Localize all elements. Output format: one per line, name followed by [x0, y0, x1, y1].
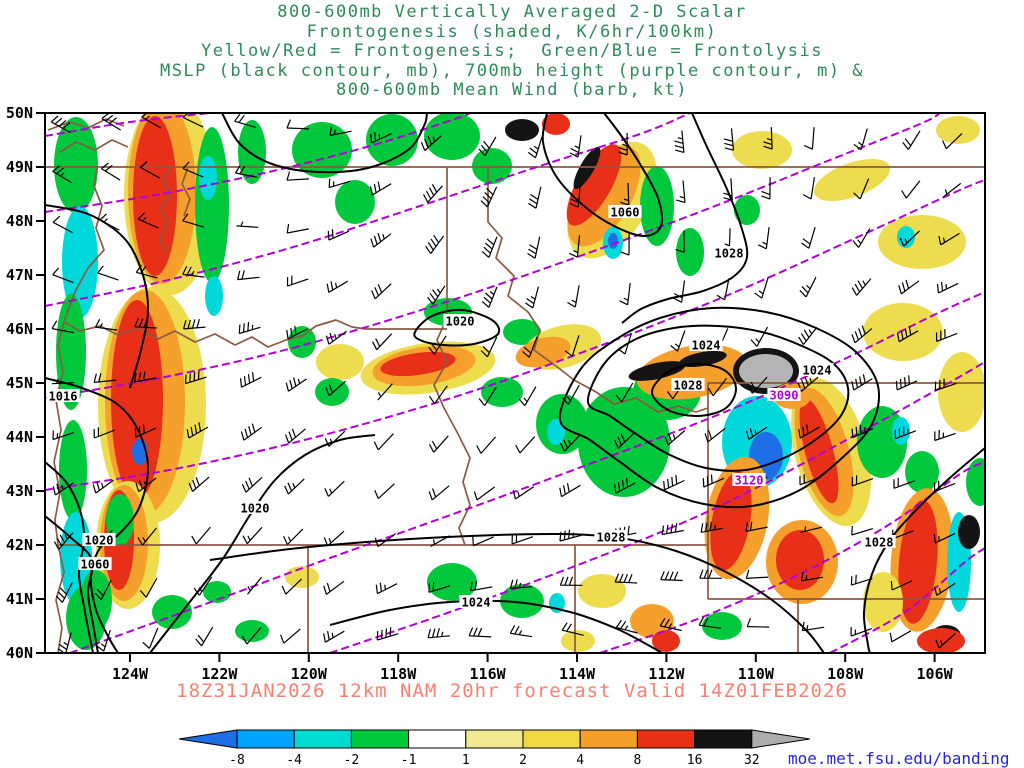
lat-tick-label: 43N: [6, 482, 33, 500]
contour-label: 1024: [803, 364, 832, 378]
lat-tick-label: 44N: [6, 428, 33, 446]
colorbar-tick-label: -1: [401, 753, 417, 768]
contour-label: 1028: [865, 536, 894, 550]
lon-tick-label: 118W: [380, 665, 417, 683]
lon-tick-label: 124W: [112, 665, 149, 683]
colorbar-tick-label: 4: [576, 753, 584, 768]
colorbar-tick-label: -4: [286, 753, 302, 768]
colorbar-segment: [694, 729, 753, 749]
colorbar-segment: [579, 729, 638, 749]
contour-label: 3120: [735, 474, 764, 488]
contour-label: 1016: [49, 390, 78, 404]
contour-label: 1020: [85, 534, 114, 548]
colorbar-arrow-left: [178, 729, 238, 749]
contour-label: 1060: [611, 206, 640, 220]
forecast-caption: 18Z31JAN2026 12km NAM 20hr forecast Vali…: [176, 680, 848, 702]
lon-tick-label: 120W: [291, 665, 328, 683]
mslp-contours: [45, 113, 985, 653]
lat-tick-label: 45N: [6, 374, 33, 392]
colorbar-tick-label: 1: [462, 753, 470, 768]
colorbar-segment: [408, 729, 467, 749]
wind-barbs: [50, 113, 963, 653]
axes: 50N 49N 48N 47N 46N 45N 44N 43N 42N 41N 40N 124W 122…: [6, 104, 954, 683]
colorbar: -8 -4 -2 -1 1 2 4 8 16 32: [178, 729, 810, 768]
colorbar-segment: [350, 729, 410, 749]
colorbar-tick-label: 2: [519, 753, 527, 768]
contour-label: 1028: [597, 531, 626, 545]
contour-label: 1024: [692, 339, 721, 353]
colorbar-segment: [293, 729, 352, 749]
title-line-4: MSLP (black contour, mb), 700mb height (…: [159, 60, 865, 81]
colorbar-segment: [636, 729, 696, 749]
lat-tick-label: 41N: [6, 590, 33, 608]
colorbar-tick-label: -8: [229, 753, 245, 768]
colorbar-tick-label: 32: [744, 753, 760, 768]
contour-labels: 1060 1028 1020 1024 1028 1024 1016 1020 1020 1060…: [46, 205, 896, 610]
lat-tick-label: 40N: [6, 644, 33, 662]
lon-tick-label: 112W: [648, 665, 685, 683]
colorbar-tick-label: 8: [633, 753, 641, 768]
contour-label: 3090: [770, 389, 799, 403]
colorbar-segment: [236, 729, 295, 749]
contour-label: 1060: [81, 558, 110, 572]
colorbar-tick-label: 16: [687, 753, 703, 768]
lon-tick-label: 106W: [917, 665, 954, 683]
lon-tick-label: 116W: [470, 665, 507, 683]
title-line-3: Yellow/Red = Frontogenesis; Green/Blue =…: [201, 41, 823, 61]
lat-tick-label: 49N: [6, 158, 33, 176]
title-line-1: 800-600mb Vertically Averaged 2-D Scalar: [277, 2, 747, 22]
contour-label: 1020: [446, 315, 475, 329]
credit-url: moe.met.fsu.edu/banding: [788, 749, 1010, 768]
colorbar-tick-label: -2: [344, 753, 360, 768]
lat-tick-label: 48N: [6, 212, 33, 230]
lon-tick-label: 108W: [827, 665, 864, 683]
title-line-2: Frontogenesis (shaded, K/6hr/100km): [306, 21, 718, 42]
contour-label: 1024: [462, 596, 491, 610]
lat-tick-label: 47N: [6, 266, 33, 284]
title-line-5: 800-600mb Mean Wind (barb, kt): [335, 80, 689, 100]
contour-label: 1020: [241, 502, 270, 516]
lon-tick-label: 110W: [738, 665, 775, 683]
lat-tick-label: 46N: [6, 320, 33, 338]
lat-tick-label: 42N: [6, 536, 33, 554]
plot-title: 800-600mb Vertically Averaged 2-D Scalar…: [0, 2, 1024, 101]
colorbar-segment: [522, 729, 581, 749]
lat-tick-label: 50N: [6, 104, 33, 122]
colorbar-arrow-right: [751, 729, 810, 749]
contour-label: 1028: [715, 247, 744, 261]
lon-tick-label: 114W: [559, 665, 596, 683]
lon-tick-label: 122W: [201, 665, 238, 683]
contour-label: 1028: [674, 379, 703, 393]
colorbar-segment: [465, 729, 524, 749]
